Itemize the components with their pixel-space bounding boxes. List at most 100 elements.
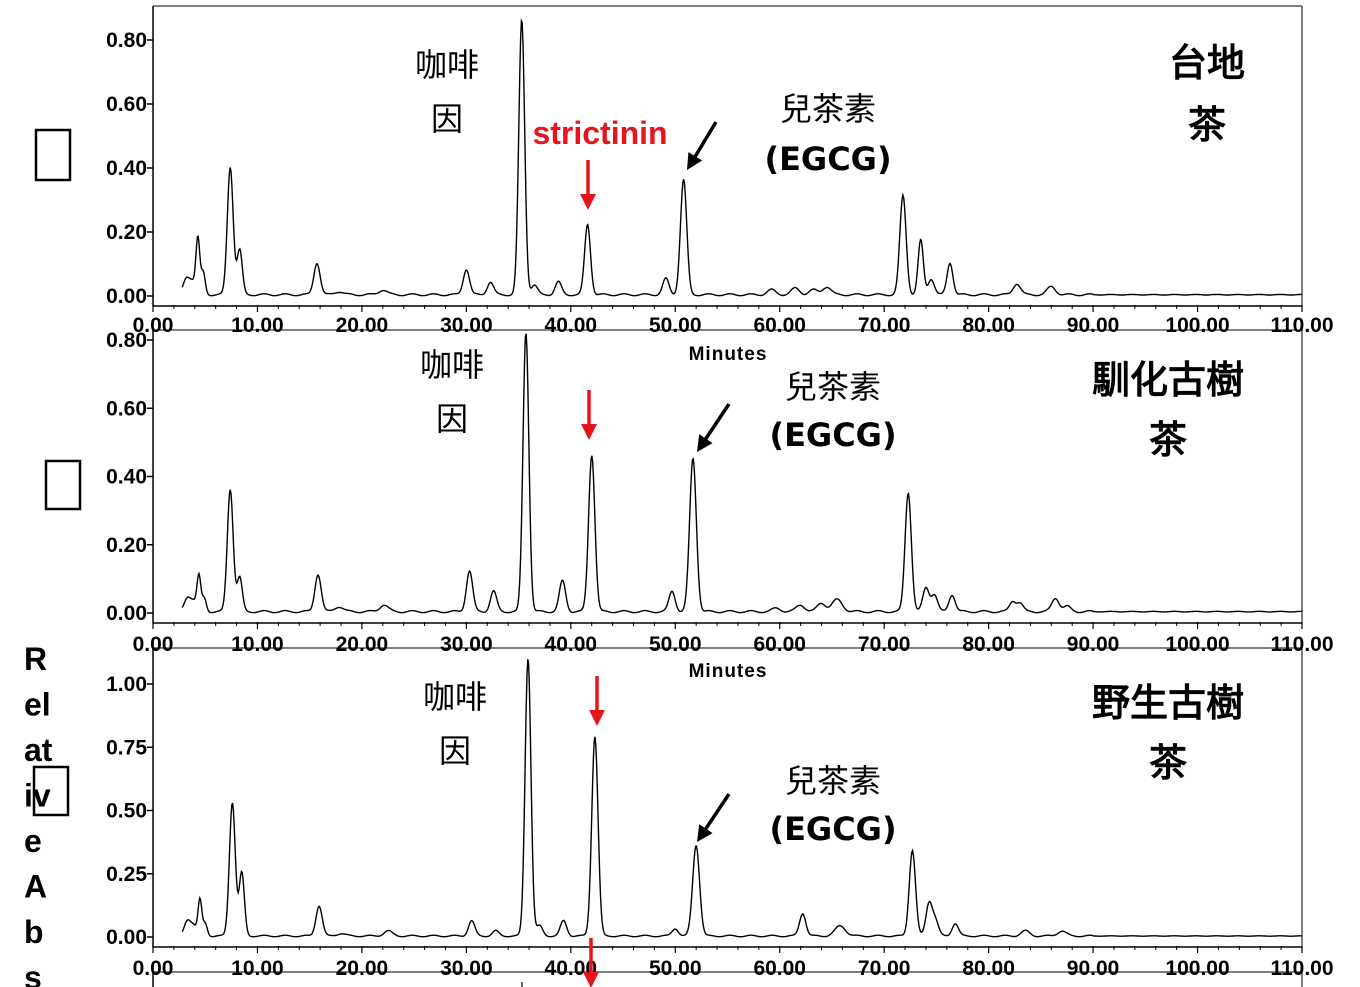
y-tick-label: 0.60 [106,93,147,116]
y-tick-label: 0.50 [106,800,147,823]
egcg-arrow-head [697,824,713,842]
x-tick-label: 100.00 [1165,957,1229,980]
annotation-caffeine: 因 [431,100,463,138]
tea-title-line: 茶 [1188,103,1227,147]
x-tick-label: 10.00 [231,957,284,980]
chromatogram-trace [181,659,1302,938]
chromatogram-trace [181,333,1302,614]
annotation-caffeine: 咖啡 [415,46,479,84]
x-tick-label: 10.00 [231,633,284,656]
annotation-egcg: 兒茶素 [785,368,881,406]
x-tick-label: 50.00 [649,633,702,656]
tea-title-line: 台地 [1169,41,1245,85]
y-tick-label: 0.20 [106,534,147,557]
chromatogram-panel-xun-hua: 0.00 0.20 0.40 0.60 0.80 0.00 10.00 20.00 30.00 4… [106,329,1333,682]
y-axis-title-part: el [24,687,51,723]
annotation-caffeine: 咖啡 [423,678,487,716]
missing-glyph-box [34,128,72,182]
tea-title-line: 茶 [1149,418,1188,462]
annotation-caffeine: 因 [436,400,468,438]
y-tick-label: 0.80 [106,29,147,52]
tea-title-line: 馴化古樹 [1092,358,1244,402]
chromatogram-panel-tai-di: 0.000.200.400.600.800.00 10.00 20.00 30.00 4… [106,5,1334,365]
chromatogram-panel-partial-fourth [152,938,1303,987]
x-tick-label: 110.00 [1270,633,1333,656]
y-axis-title-part: A [24,869,47,905]
y-axis-title-part: s [24,960,42,987]
tea-title-line: 茶 [1149,741,1188,785]
x-tick-label: 10.00 [231,314,284,337]
x-tick-label: 0.00 [133,957,174,980]
y-axis-title-part: R [24,641,47,677]
x-tick-label: 90.00 [1067,633,1120,656]
y-tick-label: 0.20 [106,221,147,244]
x-tick-label: 100.00 [1165,314,1229,337]
x-tick-label: 30.00 [440,314,493,337]
strictinin-arrow-head [589,710,605,726]
y-axis-title-part: at [24,732,53,768]
x-tick-label: 70.00 [858,633,911,656]
annotation-egcg: (EGCG) [769,416,896,454]
y-tick-label: 0.60 [106,397,147,420]
x-tick-label: 80.00 [962,633,1015,656]
y-axis-title-part: b [24,914,44,950]
x-tick-label: 50.00 [649,957,702,980]
x-tick-label: 40.00 [545,957,598,980]
egcg-arrow-head [697,434,713,452]
annotation-egcg: (EGCG) [764,140,891,178]
chromatogram-trace [181,18,1302,297]
x-tick-label: 30.00 [440,633,493,656]
x-tick-label: 20.00 [336,314,389,337]
x-tick-label: 60.00 [753,314,806,337]
annotation-egcg: (EGCG) [769,810,896,848]
y-tick-label: 0.25 [106,863,147,886]
tea-title-line: 野生古樹 [1092,681,1244,725]
y-axis-title-part: iv [24,778,51,814]
x-tick-label: 80.00 [962,314,1015,337]
x-axis-title: Minutes [689,661,768,682]
x-tick-label: 100.00 [1165,633,1229,656]
x-tick-label: 110.00 [1270,957,1333,980]
x-tick-label: 0.00 [133,633,174,656]
strictinin-arrow-head [581,424,597,440]
x-tick-label: 90.00 [1067,957,1120,980]
x-tick-label: 110.00 [1270,314,1333,337]
y-tick-label: 0.00 [106,926,147,949]
annotation-strictinin: strictinin [532,115,667,151]
x-tick-label: 50.00 [649,314,702,337]
annotation-egcg: 兒茶素 [785,762,881,800]
x-tick-label: 70.00 [858,314,911,337]
strictinin-arrow-head [580,194,596,210]
y-tick-label: 0.75 [106,736,147,759]
x-tick-label: 80.00 [962,957,1015,980]
y-tick-label: 0.40 [106,466,147,489]
x-tick-label: 0.00 [133,314,174,337]
x-axis-title: Minutes [689,344,768,365]
y-tick-label: 0.00 [106,602,147,625]
x-tick-label: 30.00 [440,957,493,980]
missing-glyph-box [32,765,70,817]
x-tick-label: 60.00 [753,957,806,980]
egcg-arrow-shaft [691,121,718,161]
missing-glyph-box [44,459,82,511]
x-tick-label: 40.00 [545,314,598,337]
strictinin-arrow-head [583,972,599,987]
y-tick-label: 0.00 [106,285,147,308]
annotation-caffeine: 因 [439,732,471,770]
y-tick-label: 0.80 [106,329,147,352]
y-tick-label: 1.00 [106,673,147,696]
x-tick-label: 40.00 [545,633,598,656]
x-tick-label: 20.00 [336,957,389,980]
egcg-arrow-head [687,152,703,170]
x-tick-label: 60.00 [753,633,806,656]
y-tick-label: 0.40 [106,157,147,180]
y-axis-title-part: e [24,823,42,859]
annotation-egcg: 兒茶素 [780,90,876,128]
annotation-caffeine: 咖啡 [420,346,484,384]
x-tick-label: 90.00 [1067,314,1120,337]
egcg-arrow-shaft [702,403,731,443]
egcg-arrow-shaft [702,793,731,833]
x-tick-label: 70.00 [858,957,911,980]
